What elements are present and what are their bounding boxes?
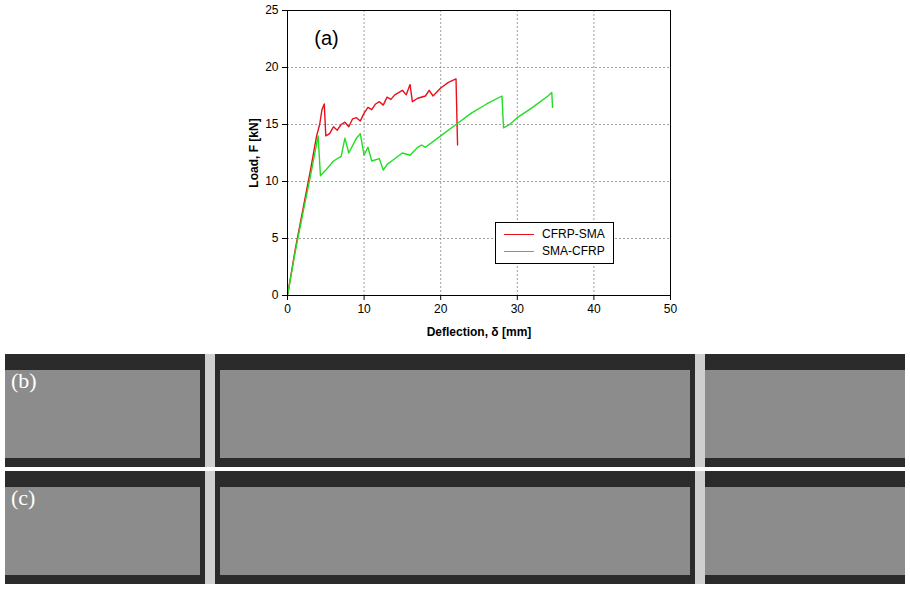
svg-text:0: 0 xyxy=(272,288,279,302)
html-text:CFRP-SMA: CFRP-SMA xyxy=(542,227,605,241)
svg-text:30: 30 xyxy=(511,302,525,316)
svg-text:15: 15 xyxy=(265,117,279,131)
svg-text:20: 20 xyxy=(434,302,448,316)
svg-text:10: 10 xyxy=(357,302,371,316)
svg-text:Deflection, δ [mm]: Deflection, δ [mm] xyxy=(427,325,532,339)
html-text:(b): (b) xyxy=(11,368,37,393)
svg-text:10: 10 xyxy=(265,174,279,188)
html-text:(c): (c) xyxy=(11,485,36,510)
svg-text:(a): (a) xyxy=(314,27,338,49)
svg-text:40: 40 xyxy=(587,302,601,316)
svg-text:Load, F [kN]: Load, F [kN] xyxy=(247,118,261,187)
svg-text:25: 25 xyxy=(265,3,279,17)
svg-text:5: 5 xyxy=(272,231,279,245)
html-text:SMA-CFRP: SMA-CFRP xyxy=(542,244,605,258)
svg-text:20: 20 xyxy=(265,60,279,74)
svg-text:50: 50 xyxy=(664,302,678,316)
svg-text:0: 0 xyxy=(284,302,291,316)
